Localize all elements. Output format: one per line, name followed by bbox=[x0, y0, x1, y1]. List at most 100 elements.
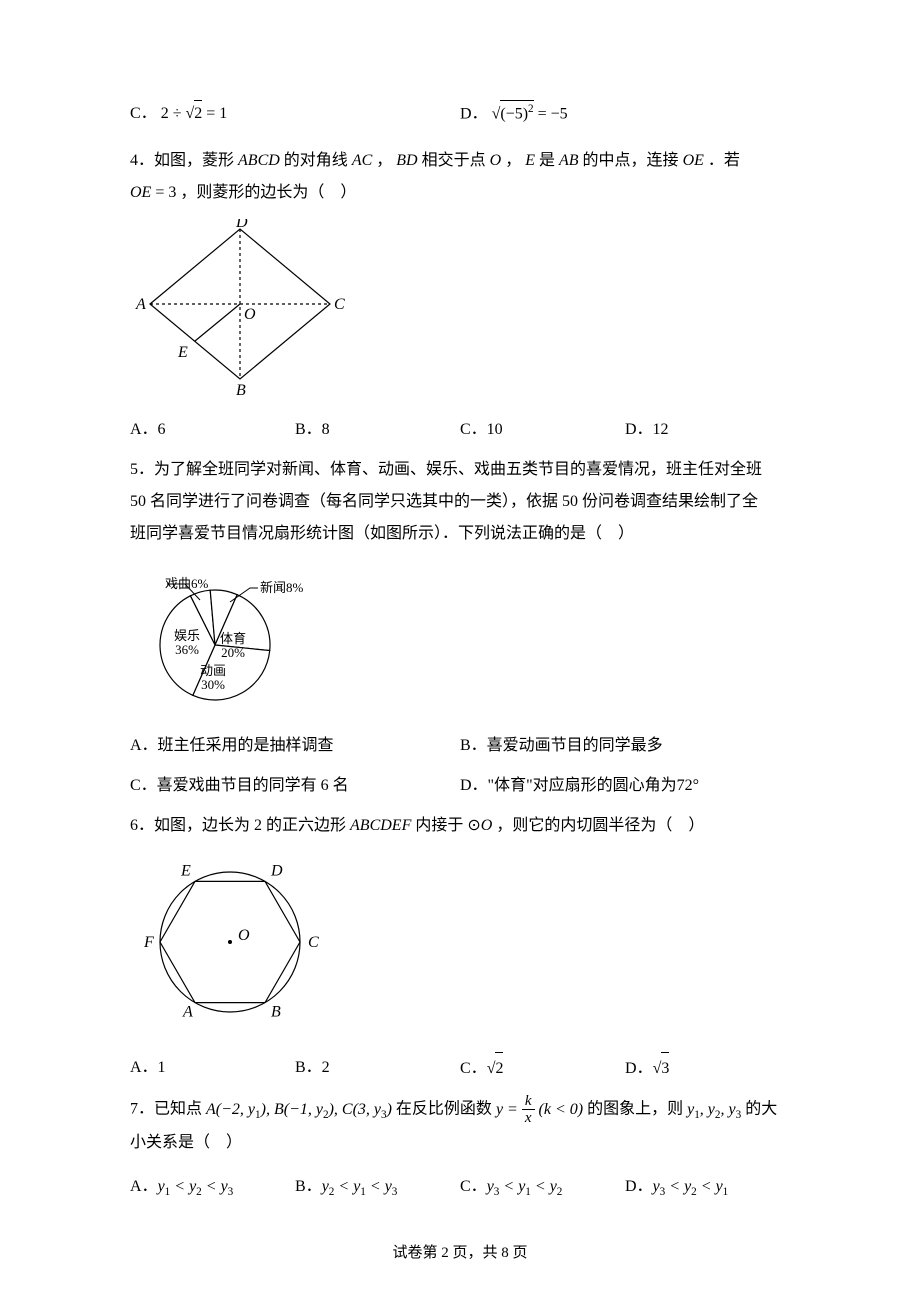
svg-text:新闻8%: 新闻8% bbox=[260, 580, 304, 595]
t: 6．如图，边长为 2 的正六边形 bbox=[130, 817, 346, 834]
t: 小关系是（ ） bbox=[130, 1134, 242, 1151]
q7-func: y = kx (k < 0) bbox=[496, 1101, 583, 1118]
t: OE bbox=[683, 152, 704, 169]
t: A． bbox=[130, 1178, 158, 1195]
svg-text:F: F bbox=[143, 934, 154, 951]
q3-option-c: C． 2 ÷ √2 = 1 bbox=[130, 100, 460, 127]
t: ，则它的内切圆半径为（ ） bbox=[496, 817, 704, 834]
q6-option-b: B．2 bbox=[295, 1052, 460, 1085]
t: 是 bbox=[539, 152, 555, 169]
svg-text:D: D bbox=[270, 862, 283, 879]
q4-option-d: D．12 bbox=[625, 414, 790, 446]
q3d-exp: 2 bbox=[528, 103, 534, 115]
q5-option-a: A．班主任采用的是抽样调查 bbox=[130, 730, 460, 762]
t: C． bbox=[460, 1178, 487, 1195]
q4-option-c: C．10 bbox=[460, 414, 625, 446]
t: 3 bbox=[661, 1052, 669, 1085]
q5-options-cd: C．喜爱戏曲节目的同学有 6 名 D．"体育"对应扇形的圆心角为72° bbox=[130, 770, 790, 802]
t: = 3 bbox=[151, 184, 176, 201]
svg-text:动画: 动画 bbox=[200, 663, 226, 678]
t: O bbox=[490, 152, 502, 169]
t: ．若 bbox=[708, 152, 740, 169]
t: y1 < y2 < y3 bbox=[158, 1178, 234, 1195]
t: 的大 bbox=[745, 1101, 777, 1118]
q6-stem: 6．如图，边长为 2 的正六边形 ABCDEF 内接于 ⊙O ，则它的内切圆半径… bbox=[130, 810, 790, 842]
q5-options-ab: A．班主任采用的是抽样调查 B．喜爱动画节目的同学最多 bbox=[130, 730, 790, 762]
q4-option-a: A．6 bbox=[130, 414, 295, 446]
t: k bbox=[522, 1093, 535, 1111]
q3d-eq: = −5 bbox=[534, 105, 568, 122]
t: 的图象上，则 bbox=[587, 1101, 683, 1118]
q6-option-d: D．√3 bbox=[625, 1052, 790, 1085]
svg-text:体育: 体育 bbox=[220, 631, 246, 646]
t: D． bbox=[625, 1060, 653, 1077]
lbl-E: E bbox=[177, 344, 188, 361]
rhombus-svg: A C D B O E bbox=[130, 219, 350, 399]
sqrt-icon: √3 bbox=[653, 1052, 670, 1085]
sqrt-icon: √2 bbox=[487, 1052, 504, 1085]
q5-piechart: 新闻8% 体育20% 动画30% 娱乐36% 戏曲6% bbox=[130, 560, 790, 720]
svg-text:娱乐: 娱乐 bbox=[174, 628, 200, 643]
q3d-inner: (−5)2 bbox=[500, 100, 533, 127]
t: y2 < y1 < y3 bbox=[322, 1178, 398, 1195]
lbl-A: A bbox=[135, 296, 146, 313]
lbl-O: O bbox=[244, 306, 256, 323]
t: 班同学喜爱节目情况扇形统计图（如图所示）．下列说法正确的是（ ） bbox=[130, 525, 634, 542]
lbl-D: D bbox=[235, 219, 248, 231]
t: 72° bbox=[677, 777, 699, 794]
q5-option-d: D．"体育"对应扇形的圆心角为72° bbox=[460, 770, 790, 802]
lbl-B: B bbox=[236, 382, 246, 399]
q7-option-a: A．y1 < y2 < y3 bbox=[130, 1171, 295, 1204]
svg-text:E: E bbox=[180, 862, 191, 879]
q6-option-c: C．√2 bbox=[460, 1052, 625, 1085]
t: 在反比例函数 bbox=[396, 1101, 492, 1118]
t: AB bbox=[559, 152, 579, 169]
svg-text:30%: 30% bbox=[201, 677, 225, 692]
label-c: C． bbox=[130, 105, 157, 122]
q7-options: A．y1 < y2 < y3 B．y2 < y1 < y3 C．y3 < y1 … bbox=[130, 1171, 790, 1204]
q4-option-b: B．8 bbox=[295, 414, 460, 446]
circle-icon: ⊙ bbox=[467, 817, 480, 834]
label-d: D． bbox=[460, 105, 488, 122]
t: ABCD bbox=[238, 152, 280, 169]
t: C． bbox=[460, 1060, 487, 1077]
t: ，则菱形的边长为（ ） bbox=[180, 184, 356, 201]
t: O bbox=[481, 817, 493, 834]
t: 50 名同学进行了问卷调查（每名同学只选其中的一类），依据 50 份问卷调查结果… bbox=[130, 493, 758, 510]
q7-seq: y1, y2, y3 bbox=[687, 1101, 745, 1118]
q5-option-b: B．喜爱动画节目的同学最多 bbox=[460, 730, 790, 762]
svg-text:A: A bbox=[182, 1004, 193, 1021]
t: 2 bbox=[495, 1052, 503, 1085]
t: E bbox=[525, 152, 535, 169]
q6-options: A．1 B．2 C．√2 D．√3 bbox=[130, 1052, 790, 1085]
t: y3 < y2 < y1 bbox=[653, 1178, 729, 1195]
q3c-left: 2 ÷ bbox=[161, 105, 186, 122]
q3c-sqrt-val: 2 bbox=[194, 100, 202, 127]
hexagon-svg: ABCDEFO bbox=[130, 852, 330, 1037]
pie-svg: 新闻8% 体育20% 动画30% 娱乐36% 戏曲6% bbox=[130, 560, 340, 720]
svg-text:B: B bbox=[271, 1004, 281, 1021]
q6-hexagon-diagram: ABCDEFO bbox=[130, 852, 790, 1042]
t: D．"体育"对应扇形的圆心角为 bbox=[460, 777, 677, 794]
q3c-eq: = 1 bbox=[202, 105, 227, 122]
t: BD bbox=[396, 152, 417, 169]
t: 相交于点 bbox=[422, 152, 486, 169]
t: 的对角线 bbox=[284, 152, 348, 169]
q7-points: A(−2, y1), B(−1, y2), C(3, y3) bbox=[206, 1101, 396, 1118]
t: 7．已知点 bbox=[130, 1101, 202, 1118]
svg-text:20%: 20% bbox=[221, 645, 245, 660]
q3-options-cd: C． 2 ÷ √2 = 1 D． √(−5)2 = −5 bbox=[130, 100, 790, 127]
sqrt-icon: √2 bbox=[185, 100, 202, 127]
svg-text:戏曲6%: 戏曲6% bbox=[165, 576, 209, 591]
q4-stem: 4．如图，菱形 ABCD 的对角线 AC ， BD 相交于点 O ， E 是 A… bbox=[130, 145, 790, 209]
t: 内接于 bbox=[415, 817, 463, 834]
q6-option-a: A．1 bbox=[130, 1052, 295, 1085]
svg-text:36%: 36% bbox=[175, 642, 199, 657]
q5-stem: 5．为了解全班同学对新闻、体育、动画、娱乐、戏曲五类节目的喜爱情况，班主任对全班… bbox=[130, 454, 790, 550]
t: 5．为了解全班同学对新闻、体育、动画、娱乐、戏曲五类节目的喜爱情况，班主任对全班 bbox=[130, 461, 762, 478]
q4-options: A．6 B．8 C．10 D．12 bbox=[130, 414, 790, 446]
t: ， bbox=[376, 152, 392, 169]
t: ABCDEF bbox=[350, 817, 411, 834]
q5-option-c: C．喜爱戏曲节目的同学有 6 名 bbox=[130, 770, 460, 802]
t: 的中点，连接 bbox=[583, 152, 679, 169]
